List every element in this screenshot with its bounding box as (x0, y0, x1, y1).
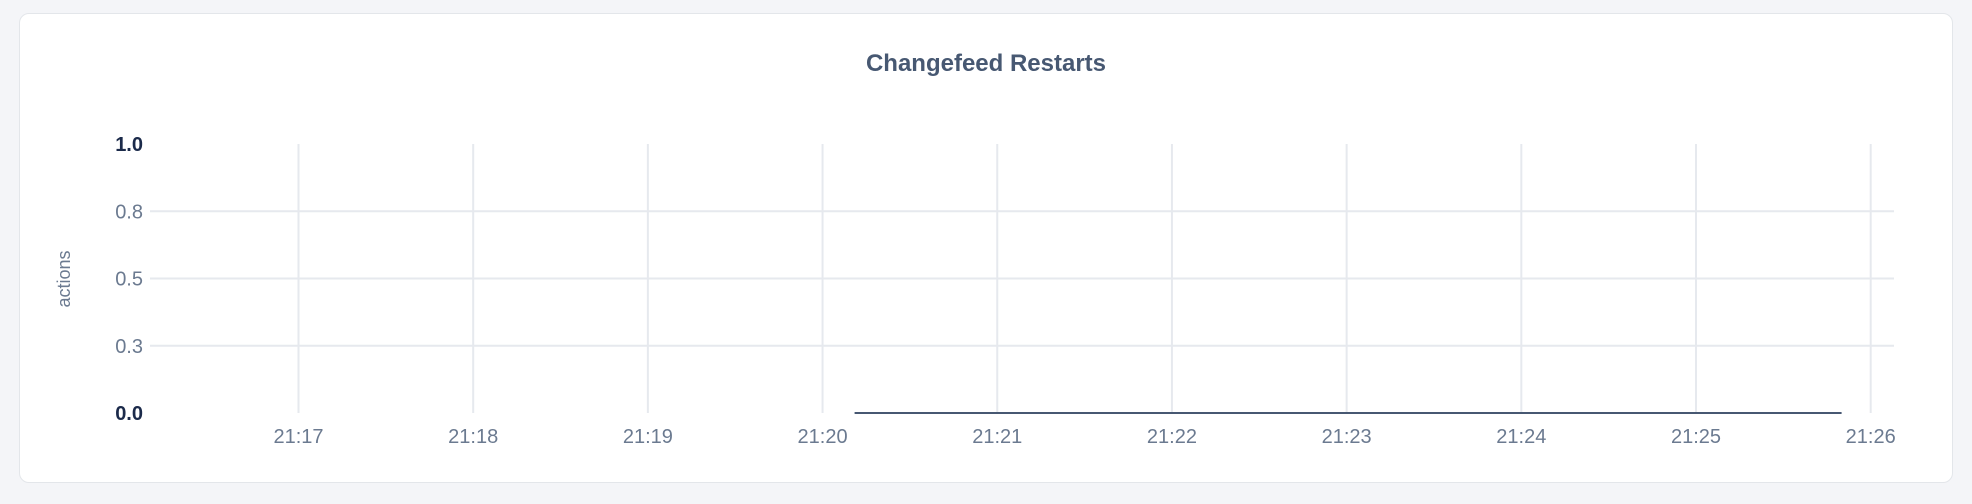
chart-card (19, 13, 1953, 483)
y-tick-label: 0.3 (115, 336, 143, 358)
y-tick-label: 1.0 (115, 134, 143, 156)
x-tick-label: 21:22 (1147, 426, 1197, 448)
y-tick-label: 0.0 (115, 403, 143, 425)
x-tick-label: 21:26 (1846, 426, 1896, 448)
x-tick-label: 21:23 (1322, 426, 1372, 448)
x-tick-label: 21:25 (1671, 426, 1721, 448)
chart-title: Changefeed Restarts (865, 50, 1107, 77)
y-tick-label: 0.8 (115, 201, 143, 223)
x-tick-label: 21:17 (273, 426, 323, 448)
x-tick-label: 21:19 (623, 426, 673, 448)
x-tick-label: 21:18 (448, 426, 498, 448)
y-tick-label: 0.5 (115, 269, 143, 291)
x-tick-label: 21:20 (798, 426, 848, 448)
y-axis-label: actions (54, 250, 74, 307)
x-tick-label: 21:21 (972, 426, 1022, 448)
x-tick-label: 21:24 (1496, 426, 1546, 448)
